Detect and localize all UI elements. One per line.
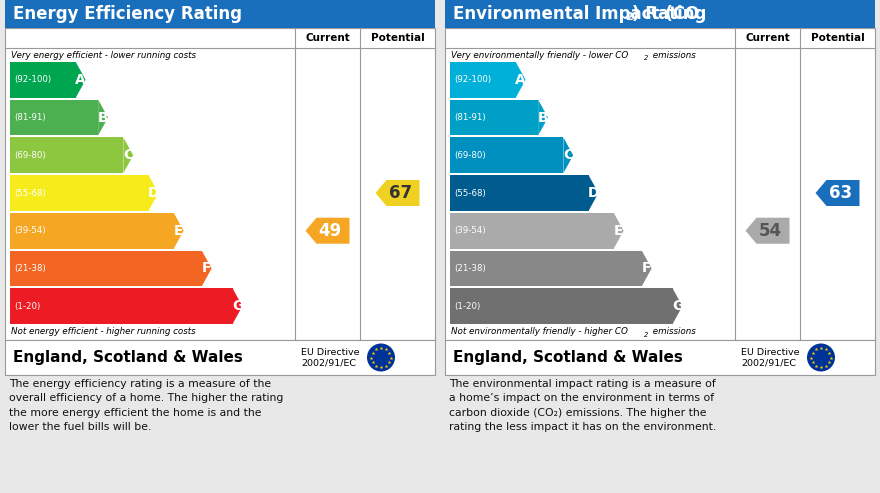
Text: (69-80): (69-80) xyxy=(454,151,486,160)
Bar xyxy=(10,100,99,136)
Text: 67: 67 xyxy=(389,184,412,202)
Text: (81-91): (81-91) xyxy=(454,113,486,122)
Bar xyxy=(450,100,539,136)
Polygon shape xyxy=(202,250,211,286)
Polygon shape xyxy=(745,218,789,244)
Text: F: F xyxy=(202,261,211,276)
Text: emissions: emissions xyxy=(650,327,696,337)
Text: (55-68): (55-68) xyxy=(454,188,486,198)
Polygon shape xyxy=(123,138,133,173)
Text: D: D xyxy=(588,186,599,200)
Text: England, Scotland & Wales: England, Scotland & Wales xyxy=(13,350,243,365)
Bar xyxy=(5,0,435,28)
Text: (21-38): (21-38) xyxy=(14,264,46,273)
Text: (39-54): (39-54) xyxy=(14,226,46,235)
Polygon shape xyxy=(563,138,573,173)
Bar xyxy=(5,28,435,340)
Text: E: E xyxy=(174,224,183,238)
Bar xyxy=(10,288,232,324)
Bar xyxy=(445,28,875,340)
Text: (81-91): (81-91) xyxy=(14,113,46,122)
Bar xyxy=(450,250,642,286)
Text: C: C xyxy=(123,148,134,162)
Text: (55-68): (55-68) xyxy=(14,188,46,198)
Polygon shape xyxy=(305,218,349,244)
Polygon shape xyxy=(672,288,682,324)
Polygon shape xyxy=(816,180,860,206)
Text: E: E xyxy=(614,224,623,238)
Text: (92-100): (92-100) xyxy=(14,75,51,84)
Text: 2: 2 xyxy=(644,55,649,61)
Text: 49: 49 xyxy=(319,222,341,240)
Text: (39-54): (39-54) xyxy=(454,226,486,235)
Polygon shape xyxy=(589,175,598,211)
Text: emissions: emissions xyxy=(650,50,696,60)
Polygon shape xyxy=(99,100,108,136)
Text: The energy efficiency rating is a measure of the
overall efficiency of a home. T: The energy efficiency rating is a measur… xyxy=(9,379,283,432)
Text: D: D xyxy=(148,186,159,200)
Bar xyxy=(10,250,202,286)
Text: (21-38): (21-38) xyxy=(454,264,486,273)
Text: (1-20): (1-20) xyxy=(14,302,40,311)
Bar xyxy=(450,62,516,98)
Text: B: B xyxy=(98,110,108,125)
Text: Very energy efficient - lower running costs: Very energy efficient - lower running co… xyxy=(11,50,196,60)
Text: 2: 2 xyxy=(625,12,633,23)
Text: (69-80): (69-80) xyxy=(14,151,46,160)
Text: Not environmentally friendly - higher CO: Not environmentally friendly - higher CO xyxy=(451,327,627,337)
Text: Potential: Potential xyxy=(370,33,424,43)
Text: Current: Current xyxy=(745,33,790,43)
Bar xyxy=(445,340,875,375)
Text: A: A xyxy=(76,73,86,87)
Bar xyxy=(10,213,173,248)
Text: ) Rating: ) Rating xyxy=(632,5,707,23)
Text: 2: 2 xyxy=(644,332,649,338)
Text: EU Directive
2002/91/EC: EU Directive 2002/91/EC xyxy=(301,348,360,367)
Polygon shape xyxy=(613,213,624,248)
Text: Environmental Impact (CO: Environmental Impact (CO xyxy=(453,5,700,23)
Text: F: F xyxy=(642,261,651,276)
Polygon shape xyxy=(232,288,242,324)
Text: England, Scotland & Wales: England, Scotland & Wales xyxy=(453,350,683,365)
Polygon shape xyxy=(516,62,525,98)
Bar xyxy=(450,138,563,173)
Text: The environmental impact rating is a measure of
a home’s impact on the environme: The environmental impact rating is a mea… xyxy=(449,379,716,432)
Bar xyxy=(450,213,613,248)
Bar xyxy=(5,340,435,375)
Text: Current: Current xyxy=(305,33,350,43)
Polygon shape xyxy=(76,62,85,98)
Bar xyxy=(10,62,76,98)
Polygon shape xyxy=(149,175,158,211)
Text: 54: 54 xyxy=(759,222,781,240)
Bar xyxy=(450,288,672,324)
Text: (92-100): (92-100) xyxy=(454,75,491,84)
Bar xyxy=(10,138,123,173)
Text: G: G xyxy=(671,299,683,313)
Polygon shape xyxy=(376,180,420,206)
Text: Energy Efficiency Rating: Energy Efficiency Rating xyxy=(13,5,242,23)
Bar xyxy=(445,0,875,28)
Text: (1-20): (1-20) xyxy=(454,302,480,311)
Polygon shape xyxy=(173,213,184,248)
Circle shape xyxy=(367,344,395,372)
Text: Not energy efficient - higher running costs: Not energy efficient - higher running co… xyxy=(11,327,195,337)
Text: B: B xyxy=(538,110,548,125)
Text: A: A xyxy=(516,73,526,87)
Polygon shape xyxy=(539,100,548,136)
Text: 63: 63 xyxy=(829,184,852,202)
Text: Potential: Potential xyxy=(810,33,864,43)
Text: Very environmentally friendly - lower CO: Very environmentally friendly - lower CO xyxy=(451,50,628,60)
Circle shape xyxy=(807,344,835,372)
Text: C: C xyxy=(563,148,574,162)
Bar xyxy=(10,175,149,211)
Text: EU Directive
2002/91/EC: EU Directive 2002/91/EC xyxy=(741,348,800,367)
Polygon shape xyxy=(642,250,651,286)
Text: G: G xyxy=(231,299,243,313)
Bar xyxy=(450,175,589,211)
